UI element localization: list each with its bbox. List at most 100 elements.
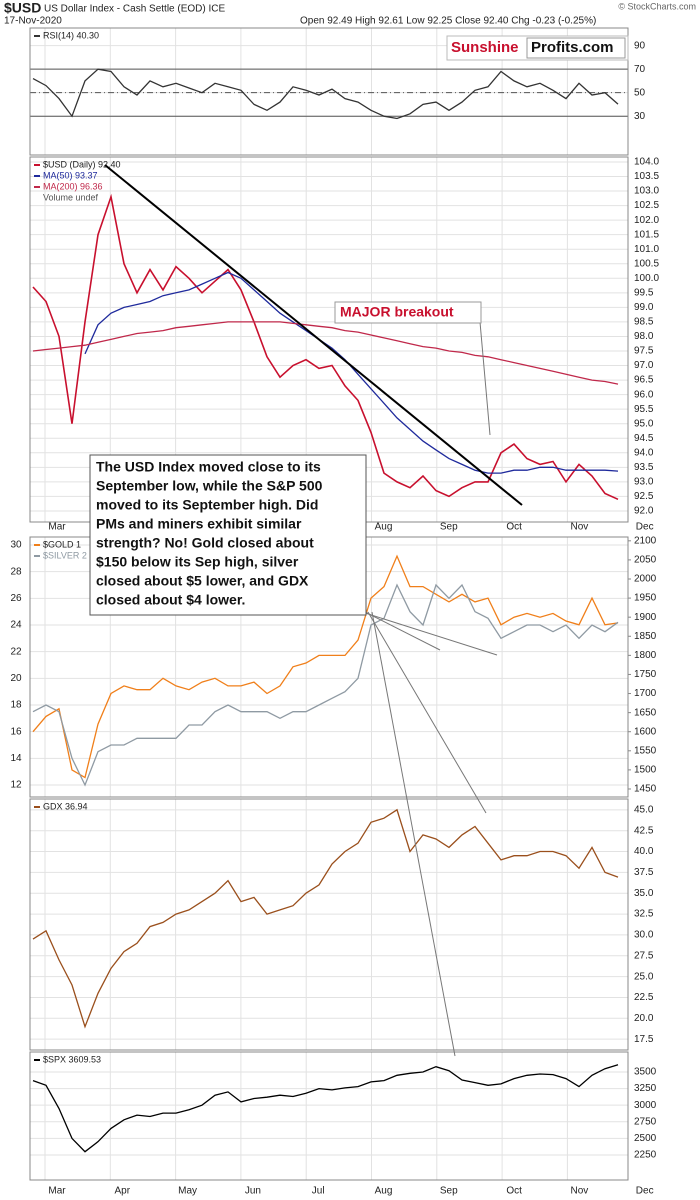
y-tick-label: 22 xyxy=(10,646,22,657)
y-tick-label: 104.0 xyxy=(634,157,659,168)
legend-entry: RSI(14) 40.30 xyxy=(43,30,99,40)
subtitle: US Dollar Index - Cash Settle (EOD) ICE xyxy=(44,4,225,15)
month-label: Aug xyxy=(375,522,393,533)
month-label: Jun xyxy=(245,1186,261,1197)
legend-entry: $SILVER 2 xyxy=(43,550,87,560)
annotation-line: $150 below its Sep high, silver xyxy=(96,554,299,570)
series-line xyxy=(32,321,619,385)
y-tick-label: 95.0 xyxy=(634,418,654,429)
y-tick-label: 90 xyxy=(634,40,646,51)
callout-lines xyxy=(361,321,498,1057)
y-tick-label: 100.0 xyxy=(634,273,659,284)
annotation-line: moved to its September high. Did xyxy=(96,497,318,513)
y-tick-label: 96.0 xyxy=(634,389,654,400)
y-tick-label: 98.0 xyxy=(634,331,654,342)
y-tick-label: 37.5 xyxy=(634,867,654,878)
y-tick-label: 26 xyxy=(10,593,22,604)
date: 17-Nov-2020 xyxy=(4,16,62,27)
callout-line xyxy=(361,611,498,656)
series-line xyxy=(32,808,619,1029)
panel-frame xyxy=(29,1051,629,1181)
series-line xyxy=(32,68,619,120)
annotation-line: closed about $4 lower. xyxy=(96,592,245,608)
y-tick-label: 97.5 xyxy=(634,346,654,357)
month-label: Dec xyxy=(636,522,654,533)
y-tick-label: 2250 xyxy=(634,1150,657,1161)
legend-entry: GDX 36.94 xyxy=(43,801,88,811)
y-tick-label: 103.0 xyxy=(634,186,659,197)
y-tick-label: 20.0 xyxy=(634,1013,654,1024)
series-line xyxy=(32,554,619,779)
y-tick-label: 18 xyxy=(10,700,22,711)
logo-part2: Profits.com xyxy=(531,39,614,56)
y-tick-label: 3000 xyxy=(634,1100,657,1111)
month-label: Sep xyxy=(440,522,458,533)
annotation-line: The USD Index moved close to its xyxy=(96,459,321,475)
y-tick-label: 94.0 xyxy=(634,447,654,458)
y-tick-label: 100.5 xyxy=(634,258,659,269)
y-tick-label: 93.0 xyxy=(634,477,654,488)
quote: Open 92.49 High 92.61 Low 92.25 Close 92… xyxy=(300,16,596,27)
y-tick-label: 30 xyxy=(634,111,646,122)
y-tick-label: 103.5 xyxy=(634,171,659,182)
y2-tick-label: 2100 xyxy=(634,535,657,546)
y-tick-label: 25.0 xyxy=(634,971,654,982)
y-tick-label: 35.0 xyxy=(634,888,654,899)
panel-frame xyxy=(29,798,629,1051)
y-tick-label: 96.5 xyxy=(634,375,654,386)
callout-text: MAJOR breakout xyxy=(340,304,454,320)
month-label: May xyxy=(178,1186,197,1197)
month-label: Oct xyxy=(506,522,522,533)
month-label: Nov xyxy=(571,1186,589,1197)
y2-tick-label: 1650 xyxy=(634,707,657,718)
y2-tick-label: 1550 xyxy=(634,745,657,756)
month-label: Apr xyxy=(115,1186,131,1197)
symbol: $USD xyxy=(4,0,41,16)
trend-line xyxy=(104,164,523,506)
callout-box xyxy=(334,301,482,324)
y-tick-label: 22.5 xyxy=(634,992,654,1003)
annotation-line: closed about $5 lower, and GDX xyxy=(96,573,309,589)
logo-part1: Sunshine xyxy=(451,39,519,56)
y-tick-label: 99.5 xyxy=(634,287,654,298)
month-label: Mar xyxy=(48,1186,66,1197)
y2-tick-label: 1850 xyxy=(634,631,657,642)
y-tick-label: 28 xyxy=(10,566,22,577)
y-tick-label: 2750 xyxy=(634,1116,657,1127)
callout-line xyxy=(371,611,456,1057)
month-label: Jul xyxy=(312,1186,325,1197)
y-tick-label: 97.0 xyxy=(634,360,654,371)
y-tick-label: 24 xyxy=(10,620,22,631)
y-tick-label: 42.5 xyxy=(634,825,654,836)
series-line xyxy=(32,1064,619,1153)
annotation-box xyxy=(89,454,367,616)
y-tick-label: 40.0 xyxy=(634,846,654,857)
month-label: Oct xyxy=(506,1186,522,1197)
credit: © StockCharts.com xyxy=(618,1,696,11)
y-tick-label: 3500 xyxy=(634,1067,657,1078)
y2-tick-label: 2000 xyxy=(634,574,657,585)
y-tick-label: 2500 xyxy=(634,1133,657,1144)
y2-tick-label: 1750 xyxy=(634,669,657,680)
legend-entry: MA(50) 93.37 xyxy=(43,170,98,180)
y-tick-label: 16 xyxy=(10,726,22,737)
y-tick-label: 70 xyxy=(634,64,646,75)
y-tick-label: 93.5 xyxy=(634,462,654,473)
month-label: Mar xyxy=(48,522,66,533)
month-label: Nov xyxy=(571,522,589,533)
series-line xyxy=(32,193,619,501)
y2-tick-label: 2050 xyxy=(634,555,657,566)
y-tick-label: 30.0 xyxy=(634,930,654,941)
y-tick-label: 27.5 xyxy=(634,950,654,961)
y-tick-label: 14 xyxy=(10,753,22,764)
y-tick-label: 20 xyxy=(10,673,22,684)
y2-tick-label: 1500 xyxy=(634,765,657,776)
month-label: Sep xyxy=(440,1186,458,1197)
month-label: Dec xyxy=(636,1186,654,1197)
legend-entry: $SPX 3609.53 xyxy=(43,1054,101,1064)
annotation-line: September low, while the S&P 500 xyxy=(96,478,323,494)
y2-tick-label: 1600 xyxy=(634,726,657,737)
annotation-line: strength? No! Gold closed about xyxy=(96,535,314,551)
y-tick-label: 45.0 xyxy=(634,804,654,815)
